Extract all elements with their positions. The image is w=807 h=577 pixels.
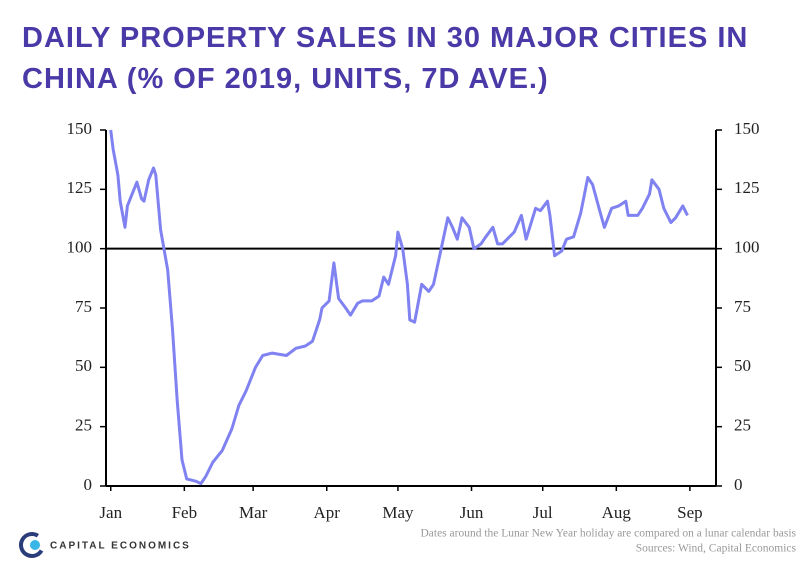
x-tick-label: Aug: [602, 503, 632, 522]
line-series: [109, 129, 689, 486]
y-tick-label: 25: [75, 416, 92, 435]
chart-title: CHINA (% OF 2019, UNITS, 7D AVE.): [22, 63, 549, 95]
y2-tick-label: 150: [734, 119, 760, 138]
y-tick-label: 125: [67, 178, 93, 197]
y2-tick-label: 0: [734, 475, 743, 494]
y-tick-label: 75: [75, 297, 92, 316]
y-tick-label: 150: [67, 119, 93, 138]
y-tick-label: 100: [67, 238, 93, 257]
x-tick-label: Jul: [533, 503, 553, 522]
y-tick-label: 0: [84, 475, 93, 494]
brand: CAPITAL ECONOMICS: [50, 541, 191, 552]
x-tick-label: Jan: [99, 503, 122, 522]
y-tick-label: 50: [75, 356, 92, 375]
footnote: Dates around the Lunar New Year holiday …: [420, 528, 796, 540]
chart-title: DAILY PROPERTY SALES IN 30 MAJOR CITIES …: [22, 22, 748, 54]
x-tick-label: Feb: [172, 503, 198, 522]
logo-icon: [18, 532, 45, 558]
y2-tick-label: 100: [734, 238, 760, 257]
y2-tick-label: 125: [734, 178, 760, 197]
x-tick-label: May: [382, 503, 414, 522]
y2-tick-label: 75: [734, 297, 751, 316]
x-tick-label: Apr: [314, 503, 341, 522]
x-tick-label: Jun: [460, 503, 484, 522]
source: Sources: Wind, Capital Economics: [636, 543, 797, 555]
y2-tick-label: 25: [734, 416, 751, 435]
y2-tick-label: 50: [734, 356, 751, 375]
x-tick-label: Mar: [239, 503, 268, 522]
x-tick-label: Sep: [677, 503, 703, 522]
